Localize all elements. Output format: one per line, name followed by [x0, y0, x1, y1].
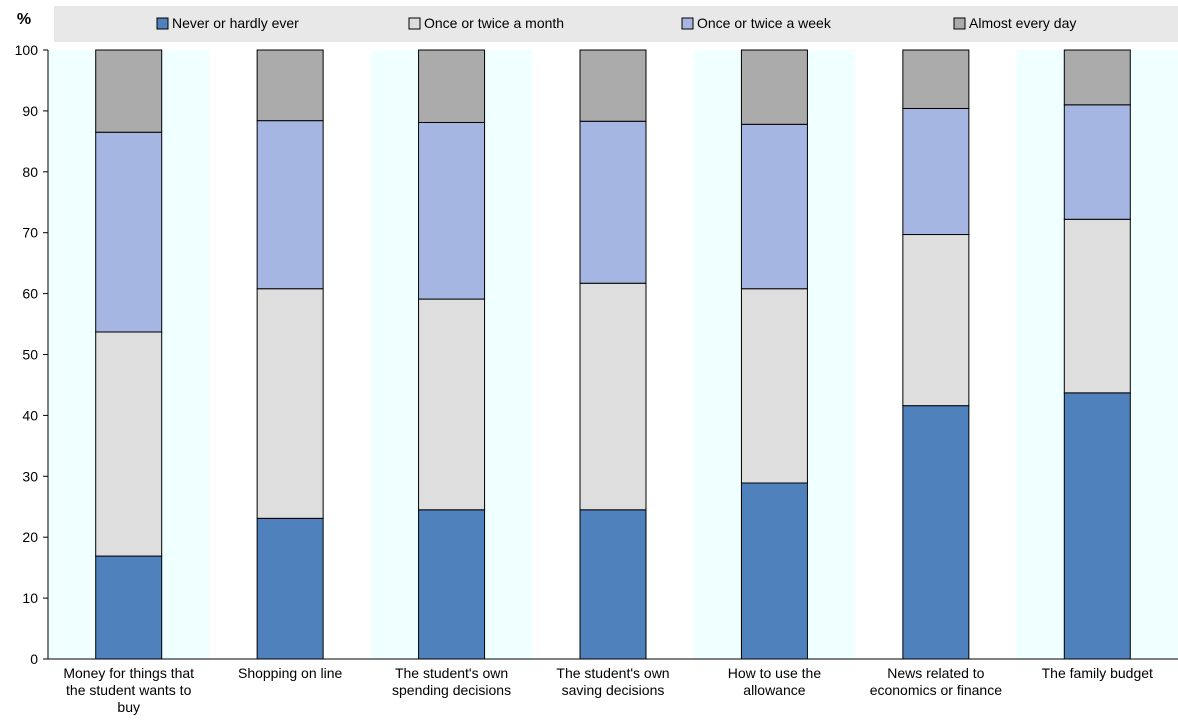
bar-segment-4-cat-5	[740, 49, 808, 125]
legend-label: Almost every day	[969, 15, 1076, 31]
y-tick-label: 90	[22, 103, 38, 119]
y-tick-label: 20	[22, 529, 38, 545]
bar-segment-4-cat-2	[256, 49, 324, 122]
bar-segment-2-cat-5	[740, 288, 808, 484]
bar-segment-3-cat-2	[256, 120, 324, 290]
bar-segment-1-cat-5	[740, 482, 808, 660]
x-category-label-line: spending decisions	[392, 682, 511, 698]
x-category-label-line: The student's own	[395, 665, 508, 681]
x-category-label-line: the student wants to	[66, 682, 192, 698]
bars	[95, 49, 1131, 660]
y-tick-label: 40	[22, 407, 38, 423]
legend-label: Once or twice a month	[424, 15, 564, 31]
y-tick-label: 10	[22, 590, 38, 606]
x-category-label: News related to economics or finance	[870, 665, 1003, 698]
bar-segment-4-cat-7	[1063, 49, 1131, 106]
bar-segment-2-cat-1	[95, 331, 163, 557]
x-category-label-line: News related to	[887, 665, 984, 681]
bar-segment-3-cat-6	[902, 107, 970, 236]
bar-segment-2-cat-6	[902, 234, 970, 407]
bar-segment-1-cat-4	[579, 509, 647, 660]
y-tick-label: 60	[22, 286, 38, 302]
x-category-label-line: Shopping on line	[238, 665, 343, 681]
bar-segment-2-cat-3	[418, 298, 486, 511]
bar-segment-3-cat-3	[418, 121, 486, 300]
bar-segment-1-cat-3	[418, 509, 486, 660]
y-tick-label: 70	[22, 225, 38, 241]
x-category-label-line: Money for things that	[63, 665, 194, 681]
legend-swatch	[953, 17, 966, 30]
y-tick-label: 30	[22, 468, 38, 484]
bar-segment-2-cat-7	[1063, 218, 1131, 394]
bar-segment-3-cat-7	[1063, 104, 1131, 220]
x-category-label: Shopping on line	[238, 665, 343, 681]
x-category-label: The family budget	[1042, 665, 1153, 681]
legend-swatch	[681, 17, 694, 30]
y-tick-label: 50	[22, 347, 38, 363]
bar-segment-1-cat-7	[1063, 392, 1131, 660]
bar-segment-3-cat-4	[579, 120, 647, 284]
bar-segment-2-cat-2	[256, 288, 324, 519]
x-category-label-line: The student's own	[556, 665, 669, 681]
legend-label: Never or hardly ever	[172, 15, 299, 31]
y-axis-ticks: 0 10 20 30 40 50 60 70 80 90 100	[15, 42, 48, 667]
bar-segment-2-cat-4	[579, 282, 647, 511]
bar-segment-4-cat-6	[902, 49, 970, 109]
y-tick-label: 0	[30, 651, 38, 667]
legend-label: Once or twice a week	[697, 15, 832, 31]
bar-segment-1-cat-6	[902, 405, 970, 660]
bar-segment-1-cat-2	[256, 517, 324, 660]
x-category-label-line: economics or finance	[870, 682, 1003, 698]
bar-segment-3-cat-5	[740, 123, 808, 290]
legend-background	[54, 6, 1178, 42]
x-category-label-line: saving decisions	[562, 682, 665, 698]
bar-segment-4-cat-3	[418, 49, 486, 123]
legend-swatch	[408, 17, 421, 30]
bar-segment-4-cat-1	[95, 49, 163, 133]
x-axis-labels: Money for things that the student wants t…	[63, 665, 1153, 715]
y-tick-label: 100	[15, 42, 39, 58]
y-unit-label: %	[17, 11, 31, 28]
bar-segment-4-cat-4	[579, 49, 647, 122]
legend: Never or hardly ever Once or twice a mont…	[156, 15, 1076, 31]
x-category-label-line: How to use the	[728, 665, 822, 681]
bar-segment-1-cat-1	[95, 555, 163, 660]
x-category-label: Money for things that the student wants t…	[63, 665, 194, 715]
x-category-label: The student's own spending decisions	[392, 665, 511, 698]
legend-swatch	[156, 17, 169, 30]
x-category-label-line: allowance	[743, 682, 805, 698]
x-category-label: The student's own saving decisions	[556, 665, 669, 698]
x-category-label: How to use the allowance	[728, 665, 822, 698]
bar-segment-3-cat-1	[95, 131, 163, 333]
x-category-label-line: buy	[117, 699, 140, 715]
y-tick-label: 80	[22, 164, 38, 180]
x-category-label-line: The family budget	[1042, 665, 1153, 681]
